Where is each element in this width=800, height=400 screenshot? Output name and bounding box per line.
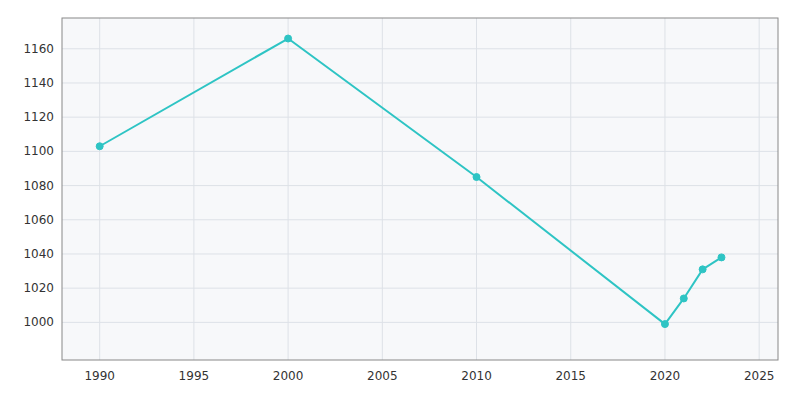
marker — [285, 35, 292, 42]
plot-frame — [62, 18, 778, 360]
x-tick-label: 2005 — [367, 369, 398, 383]
marker — [699, 266, 706, 273]
grid-line-x — [193, 18, 194, 360]
grid-line-x — [288, 18, 289, 360]
grid-line-x — [664, 18, 665, 360]
x-tick-label: 1995 — [179, 369, 210, 383]
y-tick-label: 1000 — [23, 315, 54, 329]
y-tick-label: 1020 — [23, 281, 54, 295]
page: {"chart_data": {"type": "line", "x": [19… — [0, 0, 800, 400]
grid-line-y — [62, 219, 778, 220]
marker — [96, 143, 103, 150]
y-tick-label: 1060 — [23, 213, 54, 227]
plot-background — [62, 18, 778, 360]
grid-line-y — [62, 117, 778, 118]
x-tick-label: 1990 — [84, 369, 115, 383]
marker — [718, 254, 725, 261]
grid-line-x — [99, 18, 100, 360]
y-tick-label: 1120 — [23, 110, 54, 124]
x-tick-label: 2000 — [273, 369, 304, 383]
grid — [62, 18, 778, 360]
chart: 1990 1995 2000 2005 2010 2015 2020 2025 1000 1020… — [0, 0, 800, 400]
line — [100, 39, 722, 325]
x-tick-label: 2015 — [555, 369, 586, 383]
grid-line-y — [62, 151, 778, 152]
y-tick-label: 1160 — [23, 42, 54, 56]
y-tick-label: 1080 — [23, 179, 54, 193]
marker — [680, 295, 687, 302]
y-tick-label: 1140 — [23, 76, 54, 90]
marker — [661, 321, 668, 328]
grid-line-y — [62, 48, 778, 49]
chart-container: 1990 1995 2000 2005 2010 2015 2020 2025 1000 1020… — [0, 0, 800, 400]
grid-line-x — [759, 18, 760, 360]
grid-line-y — [62, 185, 778, 186]
y-tick-label: 1100 — [23, 144, 54, 158]
grid-line-x — [476, 18, 477, 360]
grid-line-y — [62, 253, 778, 254]
grid-line-x — [382, 18, 383, 360]
grid-line-x — [570, 18, 571, 360]
grid-line-y — [62, 322, 778, 323]
x-tick-label: 2010 — [461, 369, 492, 383]
grid-line-y — [62, 288, 778, 289]
data-layer — [96, 35, 725, 328]
x-tick-label: 2025 — [744, 369, 775, 383]
grid-line-y — [62, 82, 778, 83]
marker — [473, 174, 480, 181]
x-tick-label: 2020 — [650, 369, 681, 383]
y-tick-label: 1040 — [23, 247, 54, 261]
